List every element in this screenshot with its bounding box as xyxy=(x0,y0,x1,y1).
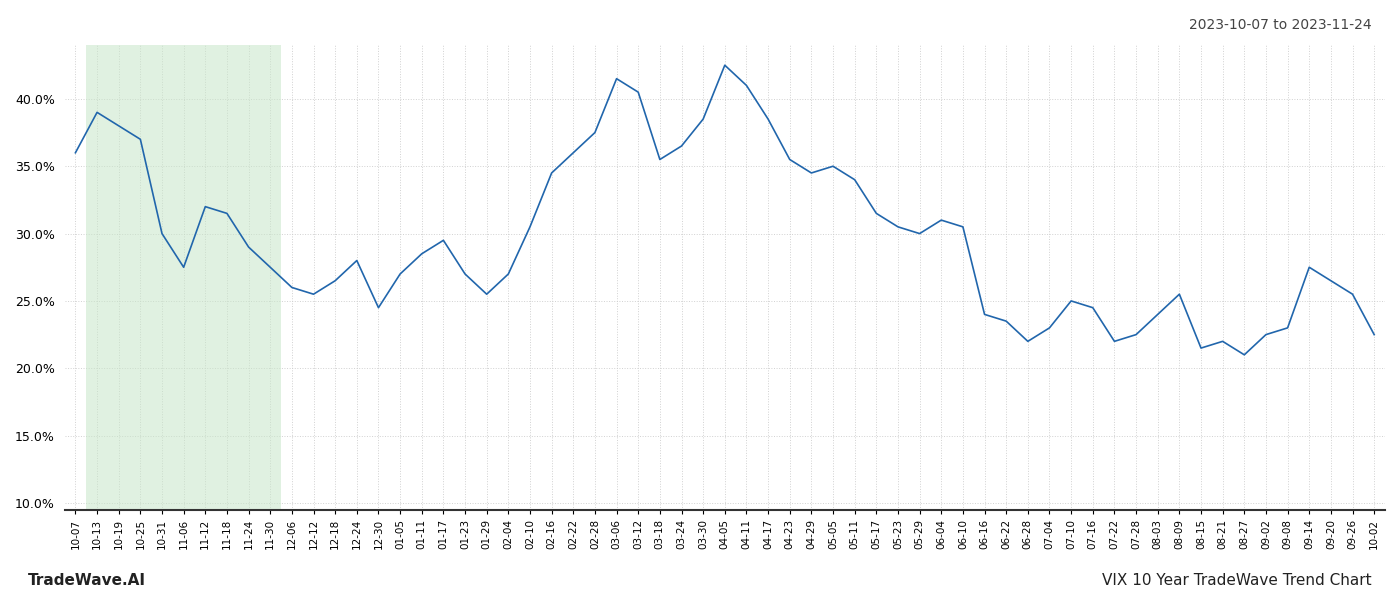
Bar xyxy=(87,45,281,510)
Text: TradeWave.AI: TradeWave.AI xyxy=(28,573,146,588)
Text: 2023-10-07 to 2023-11-24: 2023-10-07 to 2023-11-24 xyxy=(1190,18,1372,32)
Text: VIX 10 Year TradeWave Trend Chart: VIX 10 Year TradeWave Trend Chart xyxy=(1102,573,1372,588)
